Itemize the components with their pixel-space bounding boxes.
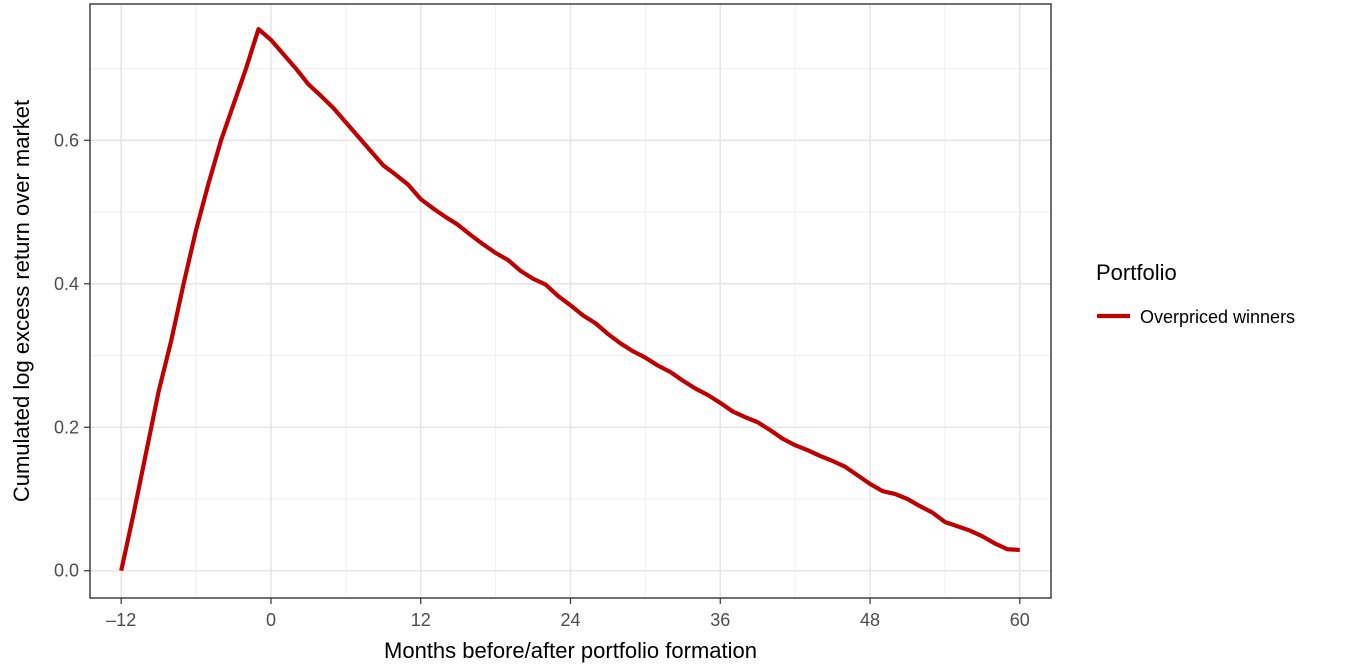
y-axis: 0.0 0.2 0.4 0.6: [54, 130, 90, 581]
x-tick-label: 12: [411, 610, 431, 630]
x-tick-label: –12: [106, 610, 136, 630]
y-tick-label: 0.6: [54, 130, 79, 150]
y-tick-label: 0.4: [54, 274, 79, 294]
x-tick-label: 60: [1010, 610, 1030, 630]
legend-label-overpriced-winners: Overpriced winners: [1140, 307, 1295, 327]
x-axis: –12 0 12 24 36 48 60: [106, 598, 1030, 630]
x-tick-label: 0: [266, 610, 276, 630]
legend: Portfolio Overpriced winners: [1096, 260, 1295, 327]
x-tick-label: 24: [560, 610, 580, 630]
y-axis-title: Cumulated log excess return over market: [9, 100, 34, 502]
x-axis-title: Months before/after portfolio formation: [384, 638, 757, 663]
y-tick-label: 0.0: [54, 561, 79, 581]
y-tick-label: 0.2: [54, 417, 79, 437]
legend-title: Portfolio: [1096, 260, 1177, 285]
series-line-overpriced-winners: [119, 27, 1020, 572]
x-tick-label: 48: [860, 610, 880, 630]
x-tick-label: 36: [710, 610, 730, 630]
plot-panel: [89, 3, 1052, 599]
